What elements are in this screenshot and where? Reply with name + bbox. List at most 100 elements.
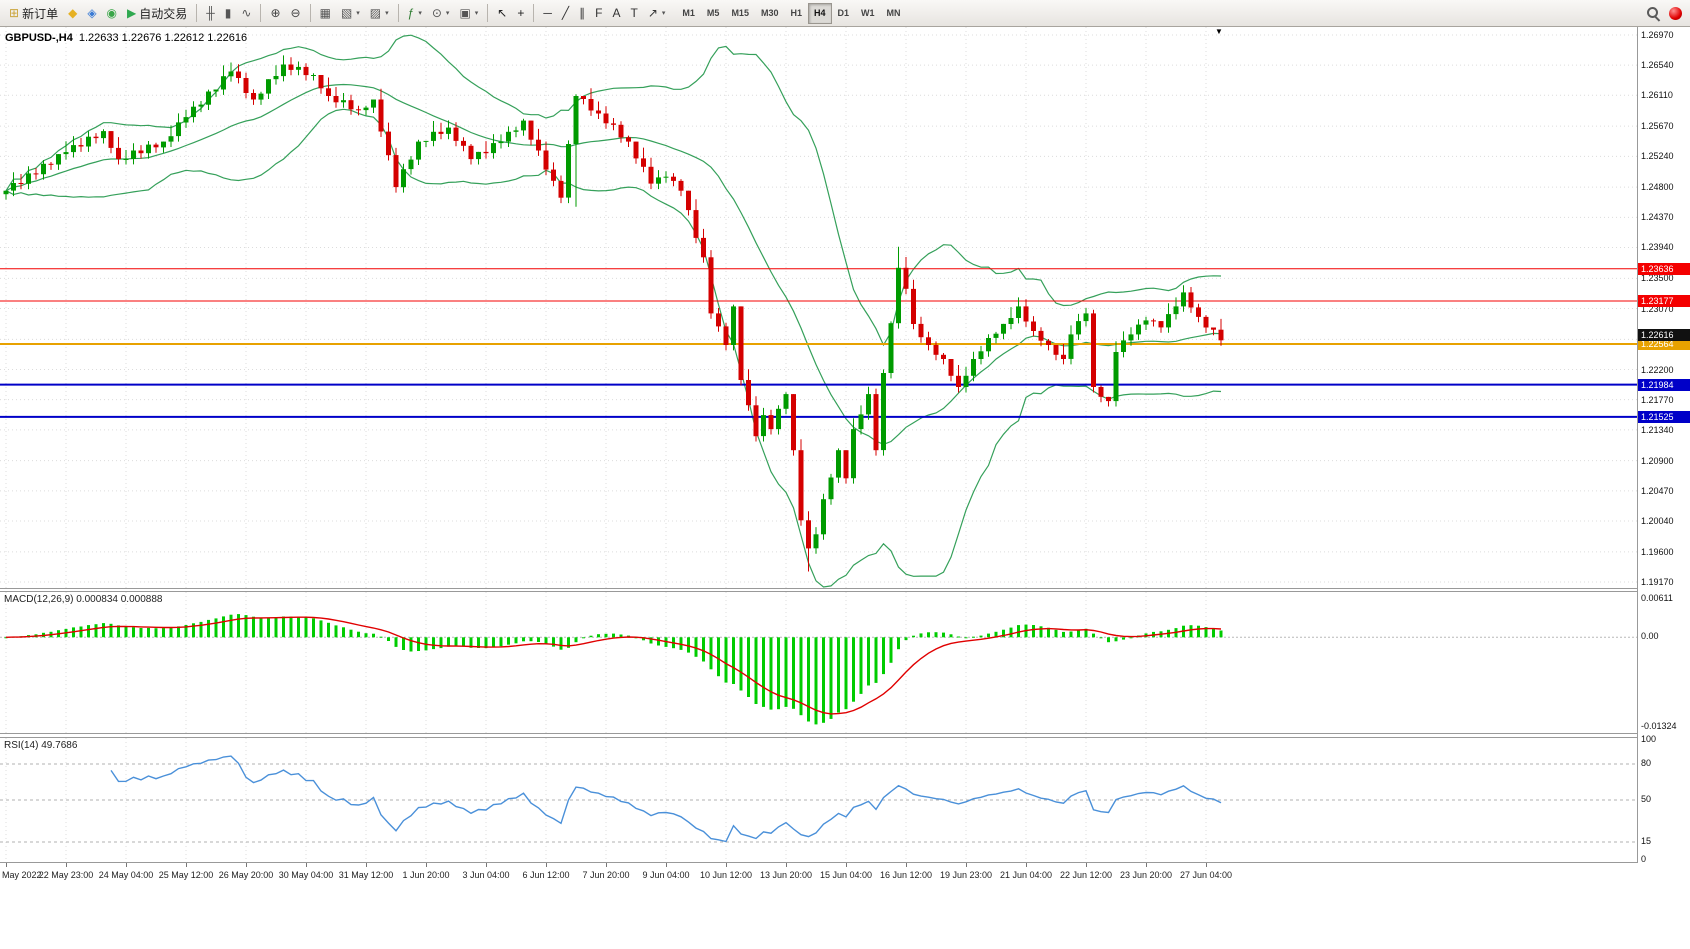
chart-window: GBPUSD-,H4 1.22633 1.22676 1.22612 1.2261… <box>0 27 1690 949</box>
market-watch-button[interactable]: ◆ <box>63 2 82 25</box>
periods-icon: ⊙ <box>431 6 442 20</box>
toolbar-separator <box>397 4 399 22</box>
text-label-button[interactable]: T <box>625 2 642 25</box>
arrows-button[interactable]: ↗ ▾ <box>643 2 671 25</box>
tile-windows-button[interactable]: ▦ <box>315 2 336 25</box>
time-axis-tick <box>186 863 187 867</box>
zoom-in-button[interactable]: ⊕ <box>265 2 285 25</box>
horizontal-line-button[interactable]: ─ <box>538 2 557 25</box>
price-axis-label: 1.22200 <box>1641 365 1674 375</box>
price-axis-label: 1.25670 <box>1641 121 1674 131</box>
price-level-label: 1.23636 <box>1638 263 1690 275</box>
horizontal-level-lines[interactable] <box>0 268 1637 418</box>
price-chart-panel[interactable]: GBPUSD-,H4 1.22633 1.22676 1.22612 1.2261… <box>0 27 1637 589</box>
macd-panel[interactable]: MACD(12,26,9) 0.000834 0.000888 <box>0 591 1637 734</box>
time-axis-tick <box>846 863 847 867</box>
cascade-windows-button[interactable]: ▧ ▾ <box>336 2 365 25</box>
arrange-windows-button[interactable]: ▨ ▾ <box>365 2 394 25</box>
record-icon[interactable] <box>1669 6 1682 20</box>
crosshair-button[interactable]: + <box>512 2 529 25</box>
price-axis-label: 1.23940 <box>1641 242 1674 252</box>
macd-histogram <box>4 614 1223 725</box>
price-axis-label: 1.25240 <box>1641 151 1674 161</box>
time-axis-tick <box>1146 863 1147 867</box>
macd-signal-line <box>5 616 1222 715</box>
timeframe-m1-button[interactable]: M1 <box>682 8 695 18</box>
ohlc-bars-button[interactable]: ╫ <box>201 2 220 25</box>
autotrading-button[interactable]: ▶ 自动交易 <box>122 2 192 25</box>
timeframe-m15-button[interactable]: M15 <box>731 8 749 18</box>
chart-shift-marker-icon[interactable]: ▼ <box>1215 27 1223 36</box>
periods-button[interactable]: ⊙ ▾ <box>427 2 455 25</box>
fibonacci-button[interactable]: F <box>590 2 607 25</box>
time-axis-tick <box>66 863 67 867</box>
time-axis-tick <box>246 863 247 867</box>
text-button[interactable]: A <box>607 2 625 25</box>
data-window-icon: ◈ <box>87 6 97 20</box>
trendline-button[interactable]: ╱ <box>557 2 574 25</box>
fibonacci-icon: F <box>595 6 603 20</box>
time-axis-tick <box>966 863 967 867</box>
search-icon[interactable] <box>1646 6 1661 21</box>
price-axis-label: 1.26970 <box>1641 30 1674 40</box>
time-axis-tick <box>1206 863 1207 867</box>
market-watch-icon: ◆ <box>68 6 78 20</box>
toolbar-right <box>1646 6 1686 21</box>
new-order-button[interactable]: ⊞ 新订单 <box>4 2 63 25</box>
horizontal-line-icon: ─ <box>543 6 552 20</box>
time-axis-label: 31 May 12:00 <box>338 870 394 880</box>
zoom-out-button[interactable]: ⊖ <box>286 2 306 25</box>
time-axis-label: 22 Jun 12:00 <box>1059 870 1113 880</box>
navigator-icon: ◉ <box>106 6 118 20</box>
equidistant-channel-button[interactable]: ∥ <box>574 2 590 25</box>
timeframe-mn-button[interactable]: MN <box>886 8 901 18</box>
rsi-axis-label: 80 <box>1641 758 1652 768</box>
crosshair-icon: + <box>517 6 525 20</box>
indicators-button[interactable]: ƒ ▾ <box>403 2 427 25</box>
time-axis-label: 3 Jun 04:00 <box>462 870 510 880</box>
time-axis[interactable]: May 2022 22 May 23:00 24 May 04:00 25 May 1… <box>0 863 1690 889</box>
candles-layer <box>3 55 1224 572</box>
price-axis-label: 1.24800 <box>1641 182 1674 192</box>
cursor-button[interactable]: ↖ <box>492 2 512 25</box>
time-axis-label: 21 Jun 04:00 <box>999 870 1053 880</box>
rsi-canvas <box>0 738 1637 862</box>
macd-axis-label: -0.01324 <box>1641 721 1677 731</box>
timeframe-m30-button[interactable]: M30 <box>760 8 779 18</box>
templates-button[interactable]: ▣ ▾ <box>454 2 483 25</box>
candlestick-button[interactable]: ▮ <box>220 2 237 25</box>
ohlc-bars-icon: ╫ <box>206 6 215 20</box>
chevron-down-icon: ▾ <box>385 10 389 17</box>
time-axis-label: 30 May 04:00 <box>278 870 334 880</box>
price-axis-label: 1.20900 <box>1641 456 1674 466</box>
time-axis-label: 19 Jun 23:00 <box>939 870 993 880</box>
price-axis[interactable]: 1.26970 1.26540 1.26110 1.25670 1.25240 1.248… <box>1637 27 1690 864</box>
timeframe-m5-button[interactable]: M5 <box>706 8 720 18</box>
data-window-button[interactable]: ◈ <box>82 2 101 25</box>
tile-windows-icon: ▦ <box>319 6 331 20</box>
navigator-button[interactable]: ◉ <box>102 2 122 25</box>
timeframe-d1-button[interactable]: D1 <box>837 8 850 18</box>
price-axis-label: 1.23500 <box>1641 273 1674 283</box>
timeframe-h1-button[interactable]: H1 <box>790 8 802 18</box>
price-axis-label: 1.21340 <box>1641 425 1674 435</box>
arrange-windows-icon: ▨ <box>369 6 382 20</box>
price-axis-label: 1.26110 <box>1641 90 1673 100</box>
time-axis-tick <box>606 863 607 867</box>
time-axis-tick <box>426 863 427 867</box>
chevron-down-icon: ▾ <box>445 10 450 17</box>
price-level-label: 1.21984 <box>1638 379 1690 391</box>
timeframe-w1-button[interactable]: W1 <box>861 8 875 18</box>
time-axis-label: 15 Jun 04:00 <box>819 870 873 880</box>
line-chart-icon: ∿ <box>241 6 252 20</box>
toolbar-separator <box>196 4 198 22</box>
zoom-out-icon: ⊖ <box>290 6 301 20</box>
price-axis-label: 1.20470 <box>1641 486 1674 496</box>
timeframe-h4-button[interactable]: H4 <box>807 2 832 24</box>
line-chart-button[interactable]: ∿ <box>236 2 256 25</box>
cascade-windows-icon: ▧ <box>340 6 353 20</box>
chart-symbol-period: GBPUSD-,H4 <box>5 32 73 44</box>
rsi-panel[interactable]: RSI(14) 49.7686 <box>0 737 1637 863</box>
rsi-line <box>110 755 1222 843</box>
rsi-axis-label: 100 <box>1641 734 1657 744</box>
